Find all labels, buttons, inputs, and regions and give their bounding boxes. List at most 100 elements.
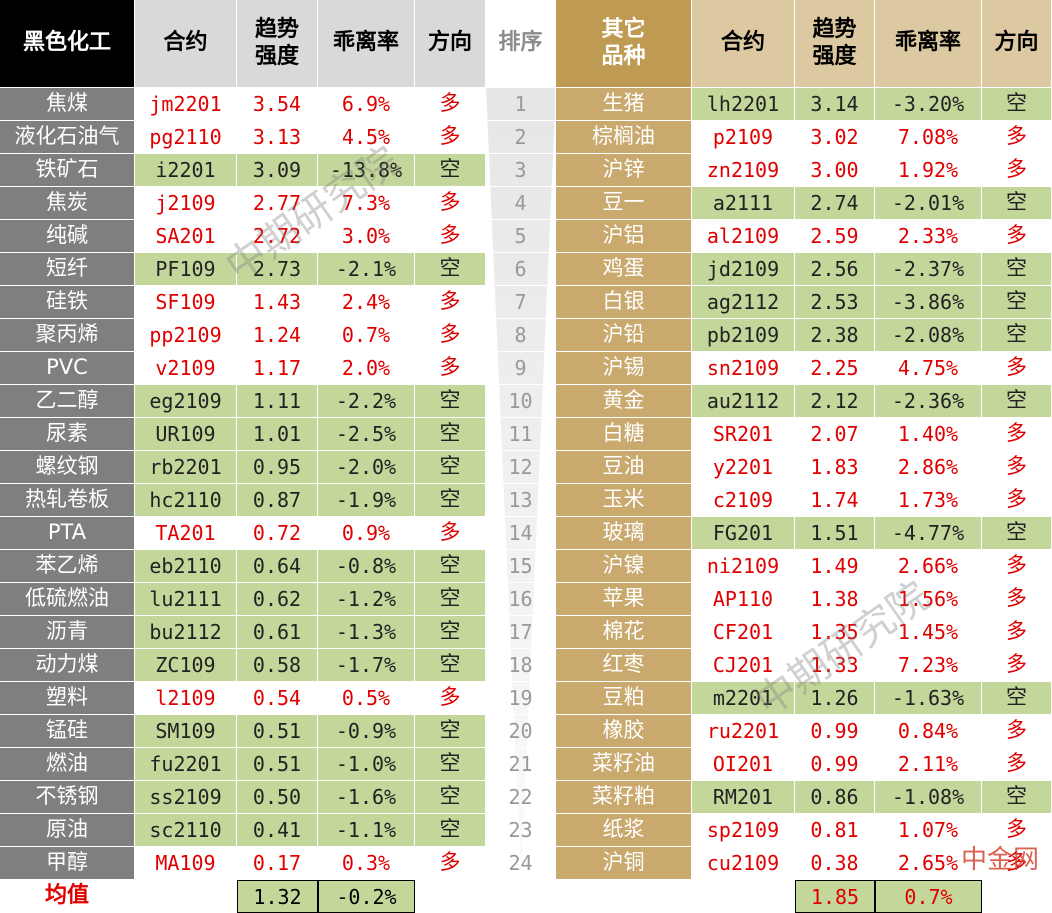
- rank-cell: 22: [486, 781, 556, 814]
- data-cell: FG201: [692, 517, 795, 550]
- name-cell: 棕榈油: [556, 121, 692, 154]
- data-cell: 空: [415, 649, 486, 682]
- name-cell: 短纤: [0, 253, 135, 286]
- name-cell: 棉花: [556, 616, 692, 649]
- data-cell: -2.36%: [875, 385, 982, 418]
- name-cell: 乙二醇: [0, 385, 135, 418]
- name-cell: 鸡蛋: [556, 253, 692, 286]
- rank-cell: 4: [486, 187, 556, 220]
- rank-cell: 20: [486, 715, 556, 748]
- data-cell: 4.75%: [875, 352, 982, 385]
- data-cell: 空: [982, 385, 1052, 418]
- data-cell: c2109: [692, 484, 795, 517]
- rank-cell: 5: [486, 220, 556, 253]
- header-cell: 黑色化工: [0, 0, 135, 88]
- data-cell: 7.23%: [875, 649, 982, 682]
- data-cell: 1.74: [795, 484, 875, 517]
- data-cell: 1.51: [795, 517, 875, 550]
- data-cell: 0.72: [237, 517, 318, 550]
- name-cell: 聚丙烯: [0, 319, 135, 352]
- name-cell: 锰硅: [0, 715, 135, 748]
- name-cell: 沥青: [0, 616, 135, 649]
- data-cell: i2201: [135, 154, 237, 187]
- name-cell: 玻璃: [556, 517, 692, 550]
- name-cell: PVC: [0, 352, 135, 385]
- data-cell: 2.0%: [318, 352, 415, 385]
- data-cell: RM201: [692, 781, 795, 814]
- data-cell: SR201: [692, 418, 795, 451]
- data-cell: bu2112: [135, 616, 237, 649]
- data-cell: 1.11: [237, 385, 318, 418]
- data-cell: eg2109: [135, 385, 237, 418]
- mean-cell: 1.85: [795, 880, 875, 913]
- data-cell: ni2109: [692, 550, 795, 583]
- data-cell: 2.72: [237, 220, 318, 253]
- data-cell: rb2201: [135, 451, 237, 484]
- data-cell: -1.63%: [875, 682, 982, 715]
- data-cell: cu2109: [692, 847, 795, 880]
- header-cell: 乖离率: [875, 0, 982, 88]
- data-cell: 2.33%: [875, 220, 982, 253]
- data-cell: 0.17: [237, 847, 318, 880]
- data-cell: SA201: [135, 220, 237, 253]
- data-cell: UR109: [135, 418, 237, 451]
- data-cell: 0.41: [237, 814, 318, 847]
- data-cell: 2.66%: [875, 550, 982, 583]
- data-cell: 1.49: [795, 550, 875, 583]
- data-cell: -0.9%: [318, 715, 415, 748]
- data-cell: 2.38: [795, 319, 875, 352]
- name-cell: 生猪: [556, 88, 692, 121]
- data-cell: 7.08%: [875, 121, 982, 154]
- data-cell: 空: [982, 88, 1052, 121]
- data-cell: 1.56%: [875, 583, 982, 616]
- data-cell: -13.8%: [318, 154, 415, 187]
- data-cell: 6.9%: [318, 88, 415, 121]
- data-cell: 多: [982, 220, 1052, 253]
- data-cell: 0.61: [237, 616, 318, 649]
- data-cell: 空: [415, 814, 486, 847]
- name-cell: 苯乙烯: [0, 550, 135, 583]
- data-cell: 1.40%: [875, 418, 982, 451]
- data-cell: 0.99: [795, 748, 875, 781]
- name-cell: 低硫燃油: [0, 583, 135, 616]
- data-cell: 空: [415, 451, 486, 484]
- data-cell: 多: [982, 649, 1052, 682]
- data-cell: 多: [982, 715, 1052, 748]
- name-cell: 沪锌: [556, 154, 692, 187]
- data-cell: 多: [415, 352, 486, 385]
- name-cell: 红枣: [556, 649, 692, 682]
- rank-cell: 12: [486, 451, 556, 484]
- data-cell: sn2109: [692, 352, 795, 385]
- header-cell: 乖离率: [318, 0, 415, 88]
- name-cell: 纸浆: [556, 814, 692, 847]
- data-cell: 多: [982, 121, 1052, 154]
- data-cell: -2.5%: [318, 418, 415, 451]
- data-cell: -1.7%: [318, 649, 415, 682]
- data-cell: 2.25: [795, 352, 875, 385]
- data-cell: ss2109: [135, 781, 237, 814]
- data-cell: 3.14: [795, 88, 875, 121]
- data-cell: 多: [982, 451, 1052, 484]
- data-cell: pg2110: [135, 121, 237, 154]
- data-cell: 1.43: [237, 286, 318, 319]
- data-cell: al2109: [692, 220, 795, 253]
- data-cell: 空: [415, 253, 486, 286]
- name-cell: 原油: [0, 814, 135, 847]
- rank-cell: 11: [486, 418, 556, 451]
- data-cell: 多: [415, 286, 486, 319]
- data-cell: AP110: [692, 583, 795, 616]
- data-cell: -2.37%: [875, 253, 982, 286]
- data-cell: 多: [415, 88, 486, 121]
- data-cell: 0.3%: [318, 847, 415, 880]
- data-cell: 0.64: [237, 550, 318, 583]
- data-cell: 空: [982, 781, 1052, 814]
- data-cell: sc2110: [135, 814, 237, 847]
- rank-cell: 13: [486, 484, 556, 517]
- data-cell: 2.12: [795, 385, 875, 418]
- data-cell: 多: [415, 220, 486, 253]
- data-cell: TA201: [135, 517, 237, 550]
- data-cell: 多: [982, 583, 1052, 616]
- data-cell: a2111: [692, 187, 795, 220]
- header-cell: 合约: [692, 0, 795, 88]
- data-cell: ZC109: [135, 649, 237, 682]
